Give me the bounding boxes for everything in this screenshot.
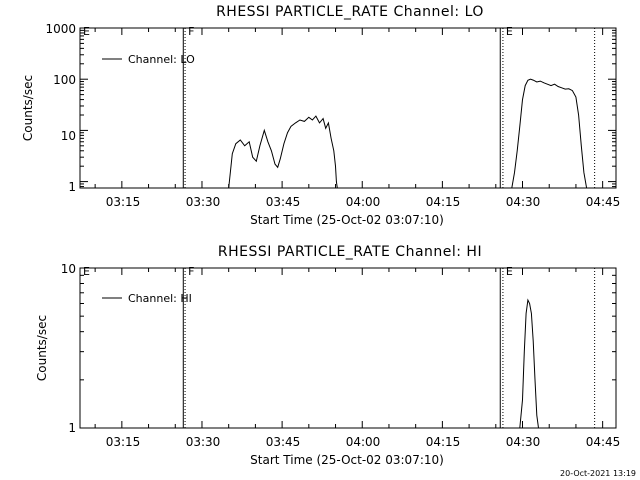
chart-lo-x-tick-labels: 03:15 03:30 03:45 04:00 04:15 04:30 04:4… [106,195,621,209]
chart-lo-x-tick-label: 04:45 [586,195,621,209]
timestamp: 20-Oct-2021 13:19 [560,469,636,478]
chart-hi-x-tick-label: 03:45 [266,435,301,449]
chart-hi-x-tick-label: 04:45 [586,435,621,449]
chart-hi-y-tick-label: 10 [61,262,76,276]
chart-lo-x-tick-label: 04:30 [506,195,541,209]
chart-lo-y-tick-label: 1 [68,180,76,194]
chart-hi-x-tick-label: 03:30 [186,435,221,449]
marker-label: E [83,25,90,38]
chart-hi-x-tick-label: 03:15 [106,435,141,449]
chart-lo-y-tick-label: 100 [53,73,76,87]
chart-hi-y-tick-label: 1 [68,421,76,435]
chart-lo-legend-label: Channel: LO [128,53,195,66]
marker-label: F [188,265,194,278]
chart-lo-y-tick-label: 10 [61,129,76,143]
chart-hi-x-tick-labels: 03:15 03:30 03:45 04:00 04:15 04:30 04:4… [106,435,621,449]
chart-hi-x-tick-label: 04:30 [506,435,541,449]
chart-hi-legend-label: Channel: HI [128,292,192,305]
series-line [228,115,338,189]
marker-label: E [506,265,513,278]
chart-lo-y-axis-label: Counts/sec [21,75,35,141]
chart-lo-plot-frame [79,27,617,189]
chart-hi-series [519,298,539,429]
series-line [511,78,588,189]
chart-hi-title: RHESSI PARTICLE_RATE Channel: HI [218,244,482,260]
chart-hi-legend: Channel: HI [102,292,192,305]
chart-lo-legend: Channel: LO [102,53,195,66]
chart-lo-x-ticks [80,27,616,188]
chart-lo-title: RHESSI PARTICLE_RATE Channel: LO [216,4,484,20]
chart-lo-x-tick-label: 04:15 [426,195,461,209]
series-line [519,298,539,429]
chart-hi: RHESSI PARTICLE_RATE Channel: HI 03:15 0… [35,244,620,467]
marker-label: E [83,265,90,278]
chart-lo-x-tick-label: 03:45 [266,195,301,209]
chart-lo-x-tick-label: 04:00 [346,195,381,209]
marker-label: E [506,25,513,38]
chart-hi-y-axis-label: Counts/sec [35,315,49,381]
chart-hi-x-axis-label: Start Time (25-Oct-02 03:07:10) [250,453,444,467]
chart-lo-y-tick-label: 1000 [45,22,76,36]
chart-lo-x-tick-label: 03:30 [186,195,221,209]
chart-lo-x-tick-label: 03:15 [106,195,141,209]
marker-label: F [188,25,194,38]
chart-hi-plot-frame [79,267,617,429]
chart-lo-y-tick-labels: 1 10 100 1000 [45,22,76,194]
chart-lo-series [228,78,588,189]
chart-hi-y-tick-labels: 1 10 [61,262,76,435]
chart-hi-x-ticks [80,267,616,429]
chart-lo-x-axis-label: Start Time (25-Oct-02 03:07:10) [250,213,444,227]
chart-hi-x-tick-label: 04:15 [426,435,461,449]
chart-lo: RHESSI PARTICLE_RATE Channel: LO 03:15 0… [21,4,620,227]
chart-hi-x-tick-label: 04:00 [346,435,381,449]
